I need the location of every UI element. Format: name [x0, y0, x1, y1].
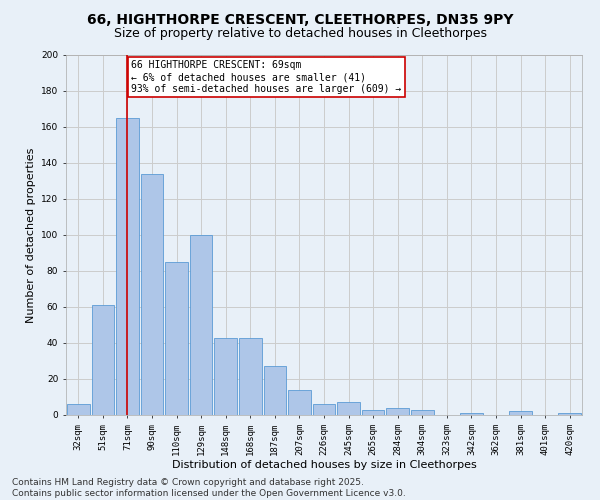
Bar: [337, 402, 360, 415]
Bar: [140, 174, 163, 415]
Bar: [362, 410, 385, 415]
Bar: [288, 390, 311, 415]
Y-axis label: Number of detached properties: Number of detached properties: [26, 148, 35, 322]
Bar: [559, 413, 581, 415]
Bar: [460, 413, 483, 415]
Bar: [239, 338, 262, 415]
Text: 66 HIGHTHORPE CRESCENT: 69sqm
← 6% of detached houses are smaller (41)
93% of se: 66 HIGHTHORPE CRESCENT: 69sqm ← 6% of de…: [131, 60, 401, 94]
Text: Contains HM Land Registry data © Crown copyright and database right 2025.
Contai: Contains HM Land Registry data © Crown c…: [12, 478, 406, 498]
Bar: [386, 408, 409, 415]
Bar: [411, 410, 434, 415]
Bar: [214, 338, 237, 415]
Bar: [116, 118, 139, 415]
X-axis label: Distribution of detached houses by size in Cleethorpes: Distribution of detached houses by size …: [172, 460, 476, 470]
Bar: [165, 262, 188, 415]
Bar: [190, 235, 212, 415]
Bar: [509, 412, 532, 415]
Text: Size of property relative to detached houses in Cleethorpes: Size of property relative to detached ho…: [113, 28, 487, 40]
Bar: [313, 404, 335, 415]
Bar: [92, 305, 114, 415]
Bar: [67, 404, 89, 415]
Text: 66, HIGHTHORPE CRESCENT, CLEETHORPES, DN35 9PY: 66, HIGHTHORPE CRESCENT, CLEETHORPES, DN…: [87, 12, 513, 26]
Bar: [263, 366, 286, 415]
